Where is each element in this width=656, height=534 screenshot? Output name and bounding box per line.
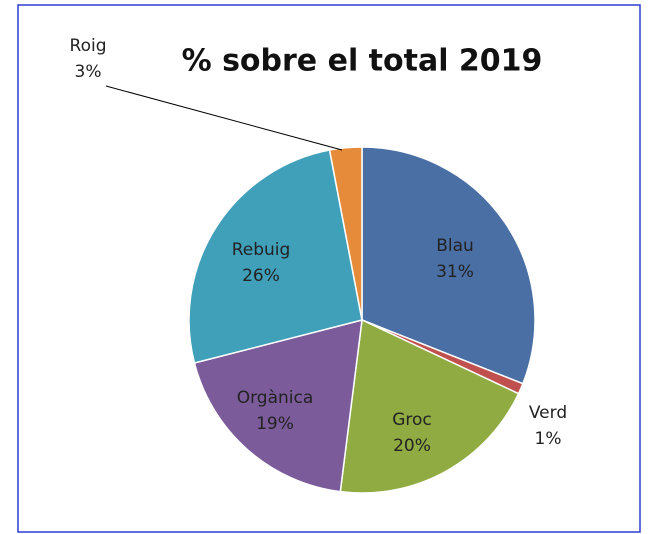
slice-value-label: 1%	[535, 429, 562, 449]
slice-category-label: Blau	[436, 236, 474, 256]
slice-category-label: Groc	[392, 410, 432, 430]
chart-title: % sobre el total 2019	[182, 44, 543, 79]
pie-slice	[328, 146, 363, 321]
slice-value-label: 26%	[242, 266, 280, 286]
slice-category-label: Roig	[70, 36, 107, 56]
slice-category-label: Verd	[529, 403, 567, 423]
pie-slice	[193, 318, 363, 493]
pie-slice	[188, 149, 363, 364]
slice-category-label: Orgànica	[237, 388, 314, 408]
slice-value-label: 31%	[436, 262, 474, 282]
slice-value-label: 20%	[393, 436, 431, 456]
slice-value-label: 3%	[75, 62, 102, 82]
pie-slice	[361, 146, 536, 385]
leader-line	[105, 85, 343, 151]
slice-value-label: 19%	[256, 414, 294, 434]
slice-category-label: Rebuig	[232, 240, 291, 260]
pie-slice	[339, 318, 520, 494]
